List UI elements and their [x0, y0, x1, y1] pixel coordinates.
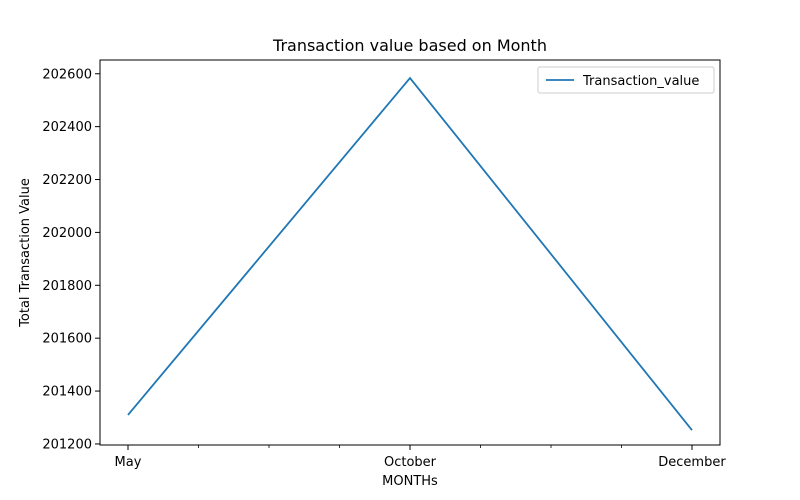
- legend: Transaction_value: [537, 66, 715, 94]
- x-tick-label: December: [658, 455, 726, 470]
- y-tick-label: 202600: [42, 67, 92, 82]
- y-tick-label: 201800: [42, 279, 92, 294]
- x-tick-label: May: [115, 455, 142, 470]
- y-axis-label: Total Transaction Value: [18, 178, 33, 328]
- y-tick-label: 201200: [42, 437, 92, 452]
- legend-label-transaction-value: Transaction_value: [582, 74, 699, 89]
- series-layer: [127, 76, 693, 431]
- y-tick-label: 201400: [42, 385, 92, 400]
- x-axis-label: MONTHs: [382, 474, 438, 489]
- plot-area: [99, 59, 721, 446]
- y-tick-label: 202200: [42, 173, 92, 188]
- x-tick-label: October: [384, 455, 437, 470]
- y-axis-ticks: 201200 201400 201600 201800 202000 202200 2024…: [42, 67, 100, 452]
- y-tick-label: 201600: [42, 332, 92, 347]
- y-tick-label: 202400: [42, 120, 92, 135]
- series-line-transaction-value: [127, 76, 693, 431]
- chart-title: Transaction value based on Month: [272, 36, 547, 55]
- y-tick-label: 202000: [42, 226, 92, 241]
- legend-box: [537, 66, 715, 94]
- x-axis-ticks: May October December: [115, 445, 726, 470]
